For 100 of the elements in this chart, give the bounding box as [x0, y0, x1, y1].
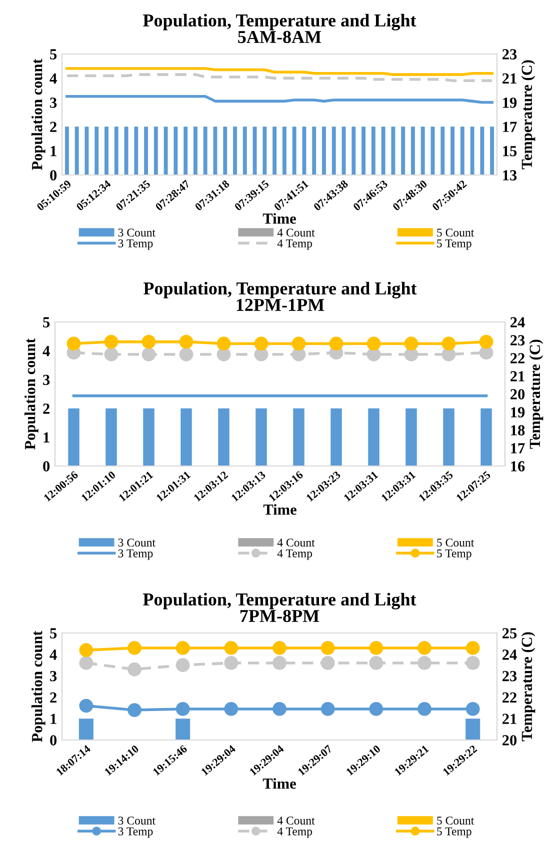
point [479, 334, 494, 349]
y-tick-label: 0 [50, 735, 57, 746]
y2-tick-label: 17 [503, 122, 517, 132]
y-tick-label: 5 [43, 317, 50, 328]
legend-label: 4 Temp [277, 239, 312, 250]
legend-label: 3 Temp [118, 239, 153, 250]
legend-label: 5 Count [437, 228, 474, 237]
point [418, 641, 432, 655]
point [369, 641, 384, 655]
point [369, 656, 384, 670]
point [320, 656, 335, 670]
y-tick-label: 0 [50, 170, 57, 180]
point [142, 347, 156, 362]
y2-tick-label: 22 [510, 353, 524, 364]
point [466, 702, 480, 716]
x-axis-title: Time [262, 778, 296, 789]
point [320, 702, 335, 716]
y-axis-title: Population count [24, 338, 38, 450]
y-tick-label: 2 [43, 404, 50, 414]
x-axis-title: Time [263, 504, 296, 515]
y2-tick-label: 21 [510, 371, 524, 382]
y2-tick-label: 21 [502, 73, 516, 84]
point [404, 336, 418, 351]
y-tick-label: 5 [50, 628, 57, 638]
y2-tick-label: 23 [510, 335, 525, 346]
legend-label: 4 Temp [277, 827, 312, 838]
line-series [66, 94, 494, 104]
legend-label: 5 Temp [437, 239, 472, 250]
y2-tick-label: 16 [511, 461, 525, 472]
line-series [66, 73, 494, 82]
point [418, 702, 432, 716]
legend-label: 3 Temp [118, 827, 153, 838]
y2-tick-label: 25 [502, 628, 517, 638]
point [272, 641, 286, 655]
point [320, 641, 335, 655]
point [272, 702, 286, 716]
y2-tick-label: 15 [503, 146, 517, 156]
y2-axis-title: Temperature (C) [521, 632, 536, 742]
y-tick-label: 4 [50, 73, 57, 84]
y2-tick-label: 23 [502, 49, 517, 60]
y-tick-label: 3 [43, 374, 50, 386]
legend-label: 5 Count [437, 816, 474, 825]
y2-tick-label: 19 [503, 98, 517, 108]
point [224, 702, 238, 716]
point [128, 703, 142, 717]
point [292, 336, 306, 351]
y-tick-label: 1 [44, 432, 50, 442]
y2-axis-title: Temperature (C) [529, 340, 544, 449]
point [66, 336, 81, 351]
point [128, 662, 142, 676]
point [466, 656, 480, 670]
y-tick-label: 4 [42, 346, 50, 356]
chart-title: Population, Temperature and Light 7PM-8PM [143, 592, 416, 622]
legend-label: 5 Count [437, 538, 474, 547]
point [369, 702, 384, 716]
y2-tick-label: 22 [502, 692, 516, 702]
legend-label: 4 Count [277, 538, 315, 547]
legend-label: 4 Count [277, 228, 315, 237]
line-series [66, 67, 494, 76]
point [179, 334, 194, 349]
legend-label: 3 Temp [118, 549, 153, 560]
y2-tick-label: 13 [503, 170, 517, 180]
y-axis-title: Population count [31, 630, 46, 742]
y-tick-label: 4 [50, 650, 57, 660]
point [224, 641, 238, 655]
point [442, 336, 456, 351]
y-tick-label: 2 [50, 122, 56, 132]
legend-label: 4 Temp [277, 549, 312, 560]
y-tick-label: 0 [43, 461, 50, 472]
legend-label: 4 Count [277, 816, 315, 825]
y2-tick-label: 18 [511, 425, 525, 436]
y-tick-label: 5 [50, 49, 57, 60]
point [176, 702, 190, 716]
point [79, 643, 94, 658]
y-tick-label: 3 [50, 670, 57, 682]
point [329, 336, 344, 351]
point [179, 347, 194, 362]
point [254, 336, 268, 351]
point [224, 656, 238, 670]
y2-tick-label: 20 [502, 735, 517, 746]
x-axis-title: Time [262, 213, 296, 224]
point [142, 334, 156, 349]
y2-tick-label: 17 [511, 443, 525, 454]
y2-tick-label: 20 [510, 389, 525, 400]
point [104, 334, 118, 349]
chart-title: Population, Temperature and Light 5AM-8AM [143, 14, 416, 44]
point [216, 336, 231, 351]
chart-title: Population, Temperature and Light 12PM-1PM [144, 282, 417, 311]
point [176, 641, 190, 655]
legend-label: 5 Temp [437, 827, 472, 838]
legend-label: 3 Count [118, 816, 156, 825]
point [418, 656, 432, 670]
y-tick-label: 1 [50, 714, 56, 724]
legend-label: 5 Temp [437, 549, 472, 560]
y-tick-label: 3 [50, 98, 57, 108]
y-axis-title: Population count [31, 58, 46, 170]
legend-label: 3 Count [118, 538, 156, 547]
y2-tick-label: 19 [511, 407, 525, 418]
point [272, 656, 286, 670]
point [104, 347, 118, 362]
